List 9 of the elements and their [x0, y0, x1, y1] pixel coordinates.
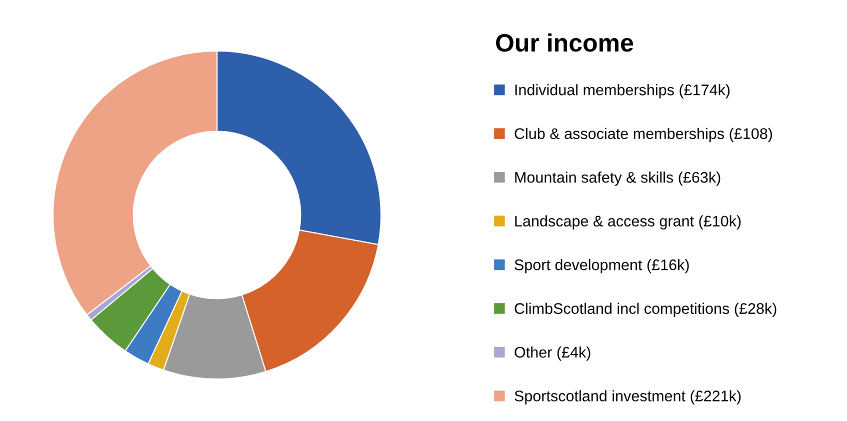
legend-label: Club & associate memberships (£108)	[514, 128, 772, 142]
chart-title: Our income	[496, 33, 634, 52]
legend-label: Other (£4k)	[514, 346, 590, 361]
legend-label: Sportscotland investment (£221k)	[514, 390, 741, 404]
legend-label: Mountain safety & skills (£63k)	[515, 172, 720, 186]
legend-label: Individual memberships (£174k)	[515, 84, 730, 98]
legend-label: Landscape & access grant (£10k)	[515, 215, 741, 230]
legend-label: Sport development (£16k)	[514, 259, 689, 274]
legend-label: ClimbScotland incl competitions (£28k)	[514, 302, 776, 317]
